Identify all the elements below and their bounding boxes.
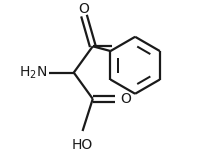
- Text: O: O: [121, 92, 131, 106]
- Text: O: O: [78, 2, 89, 16]
- Text: $\mathregular{H_2N}$: $\mathregular{H_2N}$: [19, 64, 48, 81]
- Text: HO: HO: [72, 138, 93, 152]
